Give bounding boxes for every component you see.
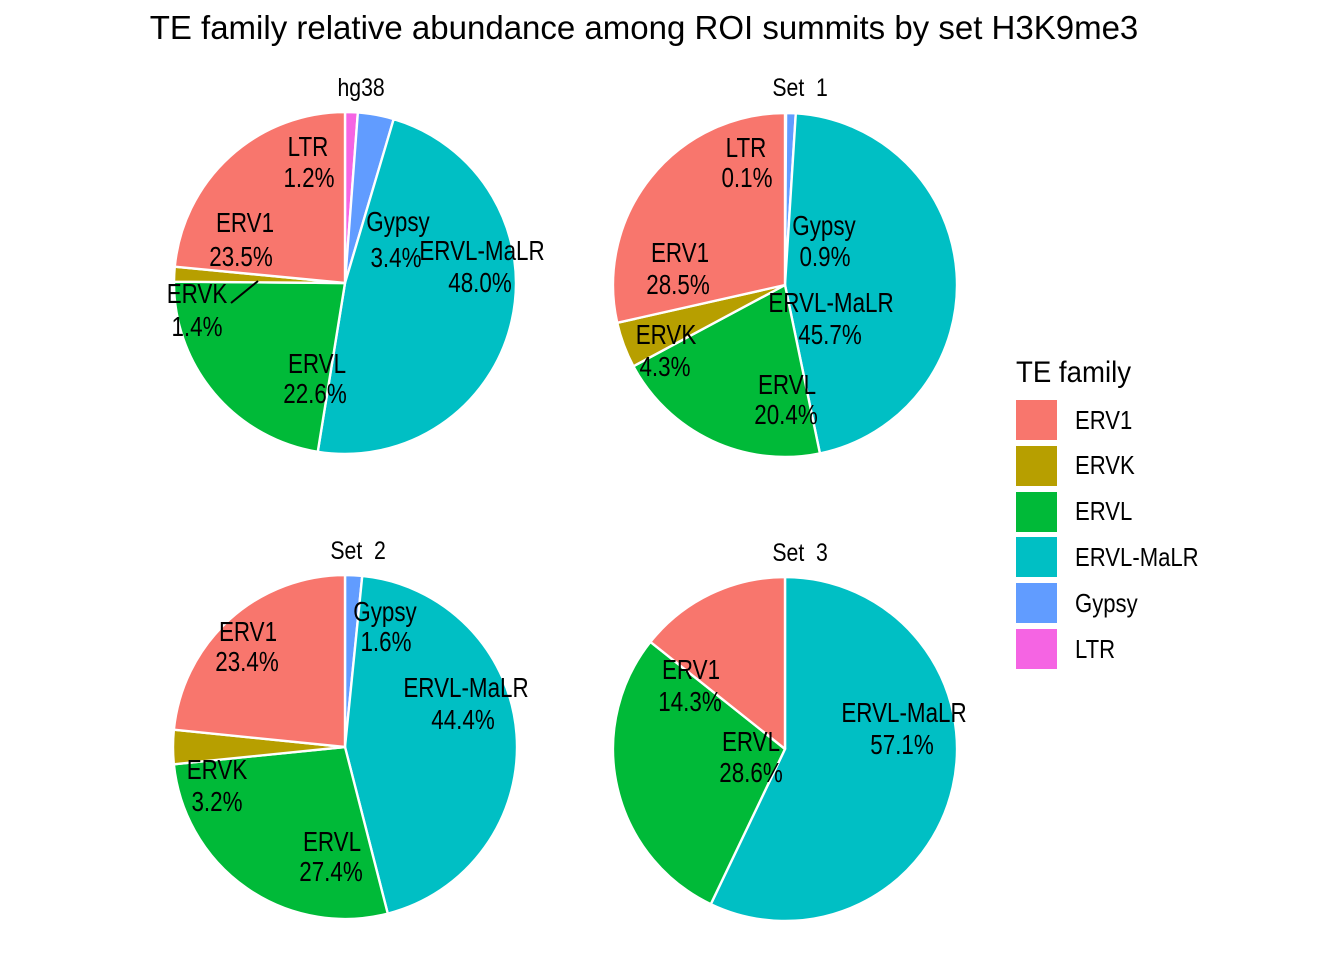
legend-label: ERVK (1075, 450, 1135, 481)
slice-label-pct: 1.2% (283, 163, 334, 194)
legend-label: LTR (1075, 633, 1116, 664)
slice-label-name: Gypsy (366, 207, 430, 238)
legend-label: ERV1 (1075, 404, 1133, 435)
slice-label-pct: 20.4% (754, 400, 817, 431)
pie-slice-ervl-malr (316, 117, 518, 456)
slice-label-name: LTR (288, 132, 329, 163)
slice-label-name: ERVL-MaLR (403, 673, 528, 704)
legend-key-swatch (1016, 537, 1057, 578)
legend-row-erv1: ERV1 (1016, 400, 1142, 440)
slice-label-name: ERVK (187, 755, 248, 786)
legend-label: ERVL (1075, 496, 1133, 527)
panel-title-set1: Set 1 (772, 74, 828, 102)
pie-slice-ervl-malr (343, 574, 519, 915)
slice-label-name: ERV1 (651, 238, 709, 269)
slice-label-pct: 23.5% (209, 242, 272, 273)
legend-row-ervl: ERVL (1016, 491, 1142, 532)
pie-slice-ervl-malr (709, 575, 959, 923)
slice-label-pct: 1.6% (360, 627, 411, 658)
legend-key-swatch (1016, 445, 1057, 486)
slice-label-name: Gypsy (792, 211, 856, 242)
slice-label-name: ERVL (758, 370, 816, 401)
legend-title: TE family (1016, 356, 1132, 389)
chart-title: TE family relative abundance among ROI s… (149, 9, 1139, 46)
slice-label-pct: 57.1% (870, 730, 933, 761)
slice-label-name: ERVL (303, 827, 361, 858)
legend-label: ERVL-MaLR (1075, 541, 1199, 572)
slice-label-name: ERV1 (662, 655, 720, 686)
legend: TE family ERV1 ERVK ERVL ERVL-MaLR Gypsy LTR (1016, 358, 1336, 670)
slice-label-name: ERV1 (219, 617, 277, 648)
slice-label-pct: 0.1% (721, 163, 772, 194)
panel-title-set2: Set 2 (330, 537, 386, 565)
pie-slice-ervl (611, 640, 787, 906)
legend-key-swatch (1016, 400, 1057, 440)
label-leader-line (230, 280, 259, 304)
slice-label-name: ERVL-MaLR (768, 288, 893, 319)
slice-label-name: Gypsy (353, 597, 417, 628)
legend-row-ltr: LTR (1016, 629, 1122, 669)
panel-title-hg38: hg38 (337, 74, 385, 102)
slice-label-name: ERVK (636, 320, 697, 351)
slice-label-pct: 0.9% (799, 242, 850, 273)
pie-slice-ervl (172, 745, 389, 921)
pie-slice-erv1 (173, 110, 347, 285)
legend-row-gypsy: Gypsy (1016, 583, 1149, 624)
pie-slice-ervl (632, 283, 822, 459)
slice-label-pct: 27.4% (299, 857, 362, 888)
slice-label-pct: 1.4% (171, 312, 222, 343)
legend-key-swatch (1016, 583, 1057, 624)
panel-title-set3: Set 3 (772, 539, 828, 567)
slice-label-pct: 3.4% (370, 243, 421, 274)
slice-label-pct: 28.6% (719, 758, 782, 789)
slice-label-pct: 4.3% (639, 352, 690, 383)
pie-slice-erv1 (172, 573, 347, 749)
pie-slice-erv1 (649, 575, 787, 751)
slice-label-pct: 23.4% (215, 647, 278, 678)
slice-label-name: ERVL-MaLR (419, 236, 544, 267)
slice-label-pct: 3.2% (191, 787, 242, 818)
slice-label-pct: 45.7% (798, 320, 861, 351)
slice-label-pct: 48.0% (448, 268, 511, 299)
legend-key-swatch (1016, 491, 1057, 532)
slice-label-pct: 44.4% (431, 705, 494, 736)
pie-slice-erv1 (611, 111, 787, 325)
slice-label-name: ERV1 (216, 208, 274, 239)
legend-row-ervk: ERVK (1016, 445, 1145, 486)
legend-label: Gypsy (1075, 587, 1138, 618)
pie-slice-ervl (172, 280, 347, 454)
pie-slice-ervl-malr (783, 112, 959, 455)
legend-key-swatch (1016, 629, 1057, 669)
slice-label-name: ERVK (167, 279, 228, 310)
slice-label-name: ERVL-MaLR (841, 698, 966, 729)
slice-label-name: ERVL (288, 349, 346, 380)
legend-row-ervl-malr: ERVL-MaLR (1016, 537, 1220, 578)
slice-label-pct: 28.5% (646, 270, 709, 301)
slice-label-pct: 22.6% (283, 379, 346, 410)
slice-label-name: LTR (726, 133, 767, 164)
slice-label-pct: 14.3% (658, 687, 721, 718)
slice-label-name: ERVL (722, 727, 780, 758)
